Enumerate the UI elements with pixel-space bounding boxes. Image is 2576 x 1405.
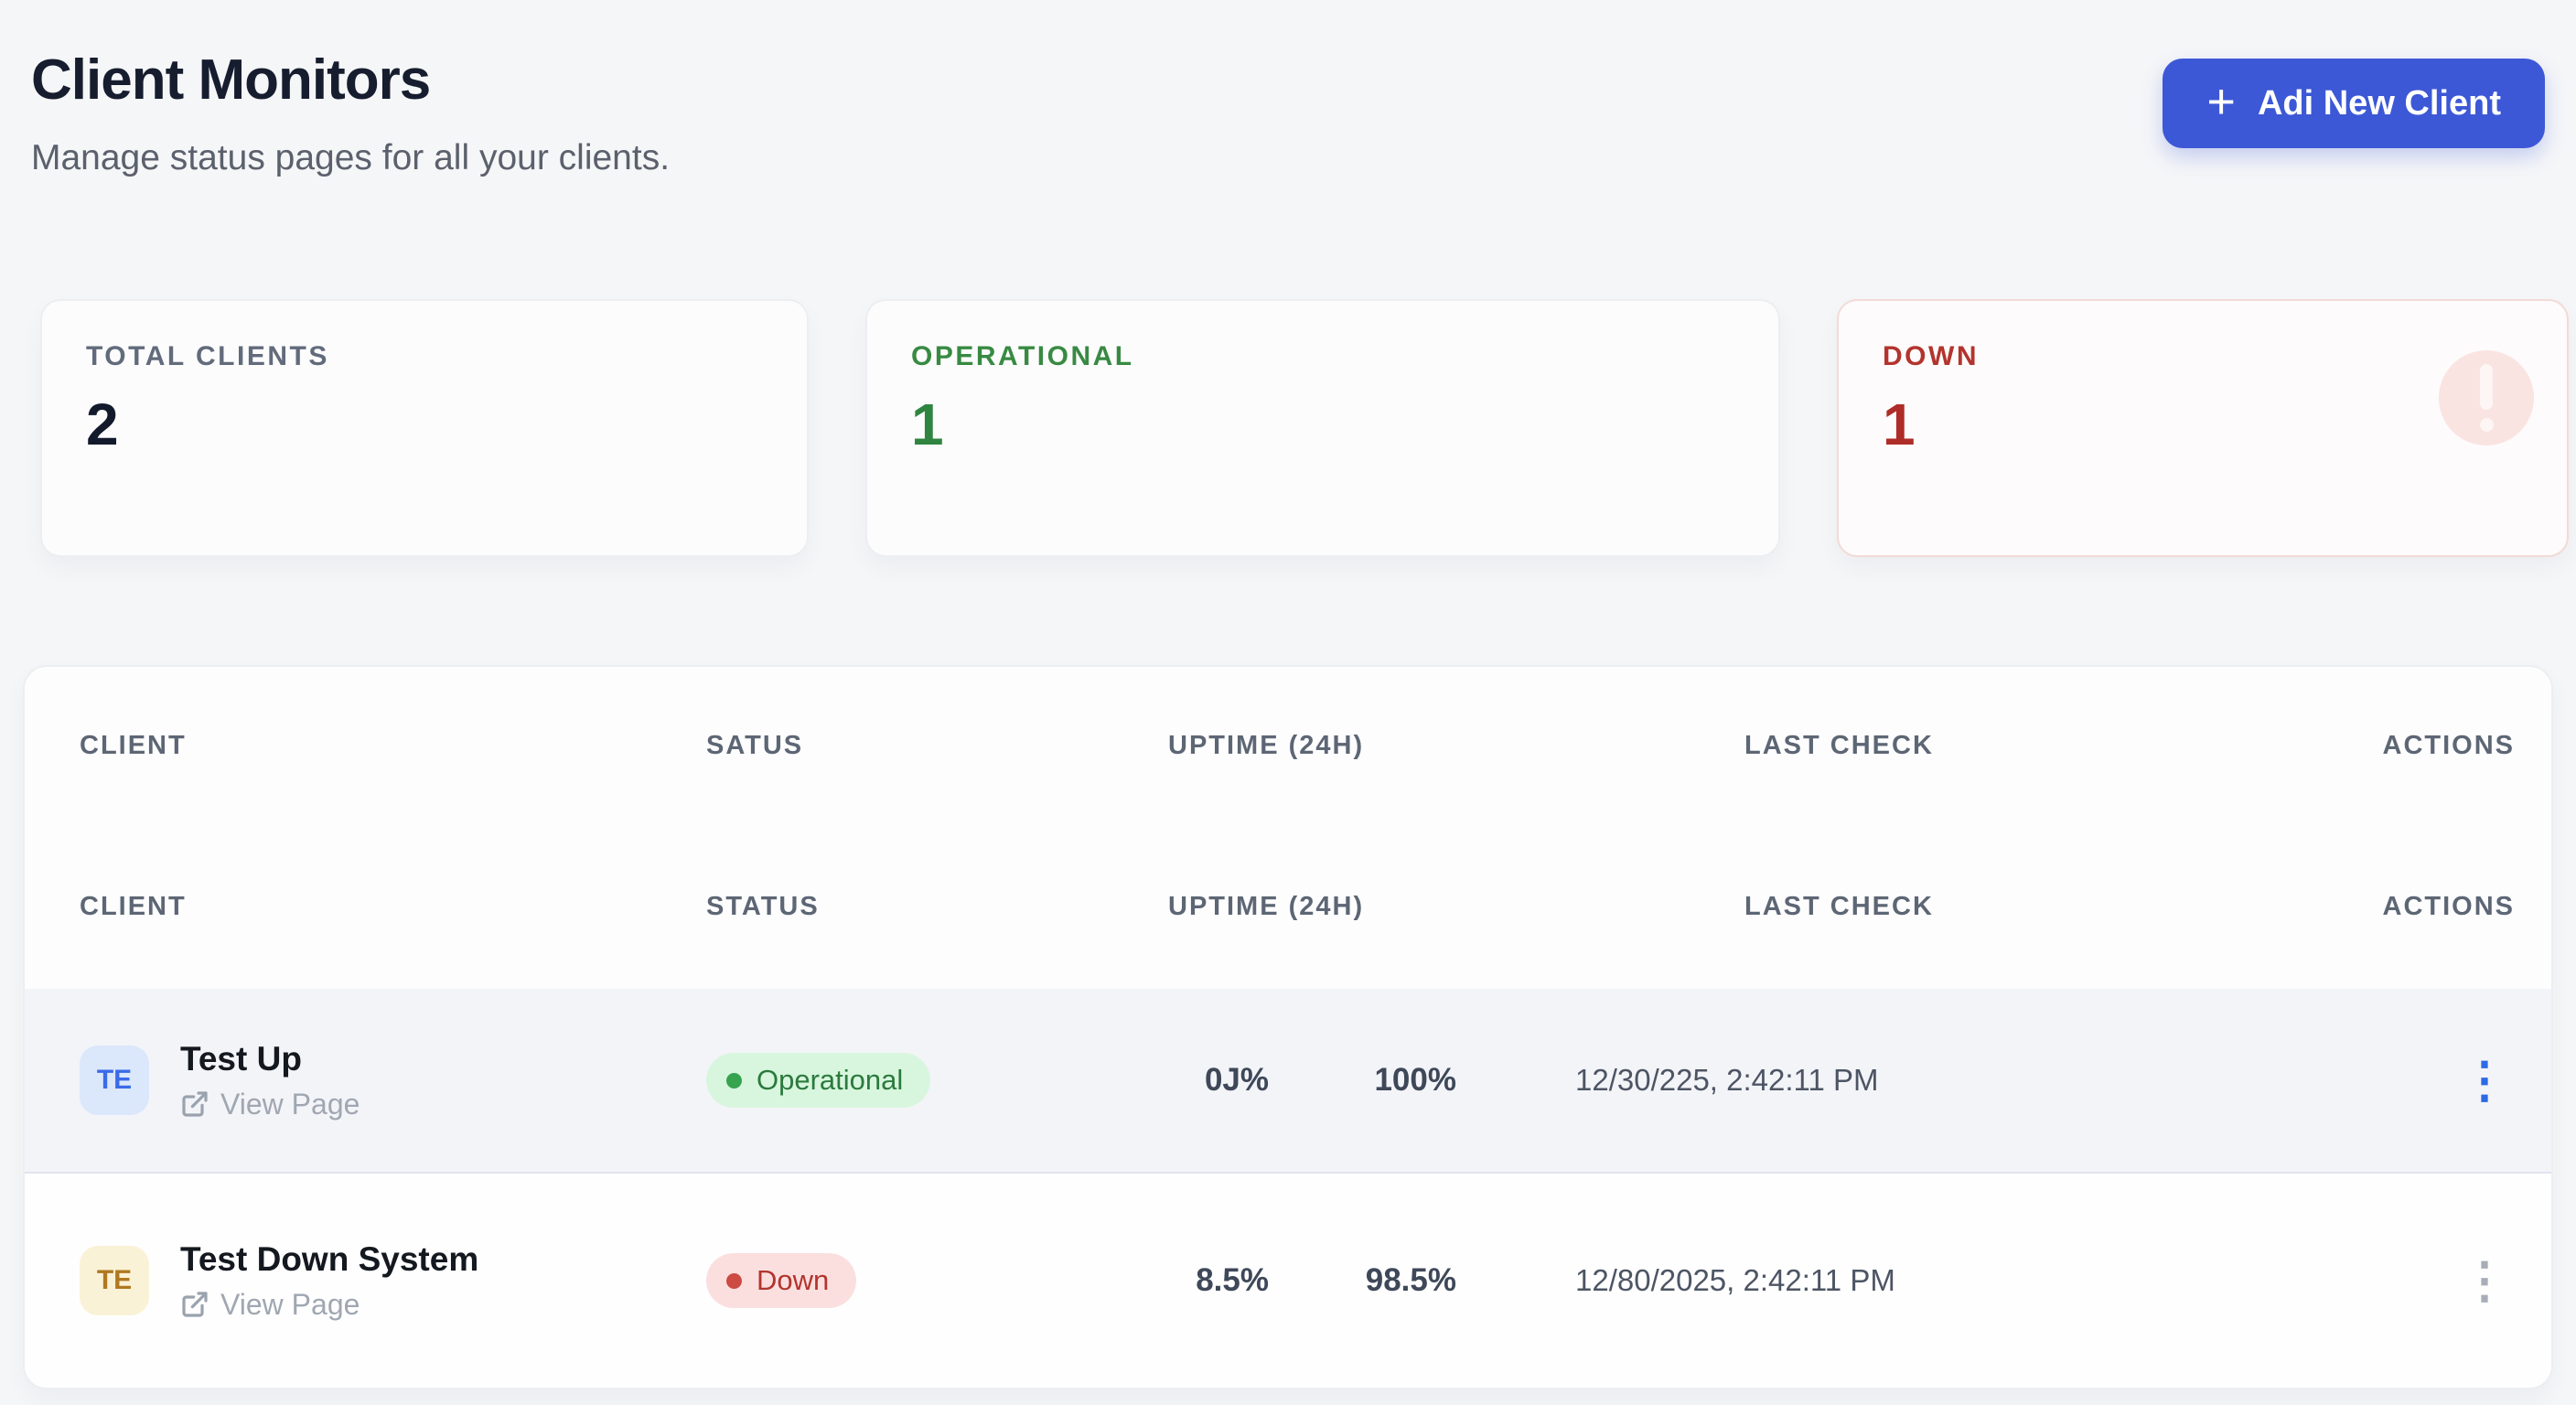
page-header: Client Monitors Manage status pages for … (0, 0, 2576, 178)
view-page-label: View Page (220, 1087, 360, 1121)
column-header-actions: ACTIONS (2382, 891, 2515, 921)
stat-card-down: DOWN 1 (1837, 299, 2569, 557)
view-page-link[interactable]: View Page (180, 1288, 478, 1322)
client-info: Test Down System View Page (180, 1240, 478, 1322)
kebab-menu-icon[interactable]: ⋮ (2454, 1056, 2515, 1105)
page-subtitle: Manage status pages for all your clients… (31, 138, 671, 177)
avatar: TE (80, 1046, 149, 1115)
stat-label: TOTAL CLIENTS (86, 341, 329, 371)
column-header-status: STATUS (706, 891, 820, 921)
stat-value: 2 (86, 391, 119, 457)
alert-icon-dot (2479, 418, 2494, 432)
uptime-value: 98.5% (1365, 1262, 1456, 1298)
plus-icon: + (2206, 74, 2236, 129)
column-header-client: CLIENT (80, 891, 187, 921)
table-header-row-1: CLIENT SATUS UPTIME (24H) LAST CHECK ACT… (25, 667, 2551, 824)
stat-value: 1 (1883, 391, 1916, 457)
last-check-cell: 12/80/2025, 2:42:11 PM (1575, 1263, 1895, 1297)
uptime-value: 8.5% (1196, 1262, 1269, 1298)
column-header-uptime: UPTIME (24H) (1168, 891, 1365, 921)
stat-card-total-clients: TOTAL CLIENTS 2 (40, 299, 809, 557)
status-cell: Down (706, 1253, 1168, 1308)
actions-cell: ⋮ (2293, 1056, 2515, 1105)
column-header-uptime: UPTIME (24H) (1168, 730, 1365, 760)
actions-cell: ⋮ (2293, 1256, 2515, 1305)
last-check-cell: 12/30/225, 2:42:11 PM (1575, 1063, 1879, 1097)
client-info: Test Up View Page (180, 1040, 360, 1121)
uptime-cell: 8.5% 98.5% (1168, 1262, 1562, 1299)
status-label: Down (757, 1264, 830, 1296)
client-name: Test Down System (180, 1239, 479, 1278)
add-new-client-button[interactable]: + Adi New Client (2163, 59, 2545, 148)
page-title: Client Monitors (31, 48, 431, 112)
table-row: TE Test Down System View Page (25, 1174, 2551, 1388)
column-header-client: CLIENT (80, 730, 187, 760)
status-badge: Down (706, 1253, 857, 1308)
status-cell: Operational (706, 1053, 1168, 1108)
column-header-last-check: LAST CHECK (1744, 891, 1934, 921)
avatar: TE (80, 1246, 149, 1315)
view-page-link[interactable]: View Page (180, 1088, 360, 1121)
stats-row: TOTAL CLIENTS 2 OPERATIONAL 1 DOWN 1 (40, 299, 2569, 557)
view-page-label: View Page (220, 1287, 360, 1321)
uptime-value: 100% (1374, 1062, 1456, 1098)
stat-value: 1 (911, 391, 944, 457)
alert-icon (2439, 350, 2534, 445)
stat-card-operational: OPERATIONAL 1 (865, 299, 1780, 557)
column-header-status: SATUS (706, 730, 804, 760)
status-dot-icon (726, 1072, 742, 1089)
alert-icon-bar (2480, 364, 2493, 410)
client-name: Test Up (180, 1039, 302, 1078)
client-cell: TE Test Up View Page (80, 1040, 706, 1121)
external-link-icon (182, 1292, 208, 1317)
table-row: TE Test Up View Page Op (25, 989, 2551, 1174)
page-header-text: Client Monitors Manage status pages for … (31, 48, 670, 178)
status-dot-icon (726, 1272, 742, 1289)
uptime-cell: 0J% 100% (1168, 1062, 1562, 1099)
client-cell: TE Test Down System View Page (80, 1240, 706, 1322)
stat-label: OPERATIONAL (911, 341, 1134, 371)
external-link-icon (182, 1091, 208, 1117)
uptime-value: 0J% (1204, 1062, 1269, 1098)
add-new-client-label: Adi New Client (2257, 83, 2501, 123)
status-badge: Operational (706, 1053, 931, 1108)
column-header-last-check: LAST CHECK (1744, 730, 1934, 760)
table-header-row-2: CLIENT STATUS UPTIME (24H) LAST CHECK AC… (25, 824, 2551, 989)
client-monitors-table: CLIENT SATUS UPTIME (24H) LAST CHECK ACT… (23, 665, 2553, 1389)
stat-label: DOWN (1883, 341, 1979, 371)
status-label: Operational (757, 1064, 904, 1096)
kebab-menu-icon[interactable]: ⋮ (2454, 1256, 2515, 1305)
column-header-actions: ACTIONS (2382, 730, 2515, 760)
